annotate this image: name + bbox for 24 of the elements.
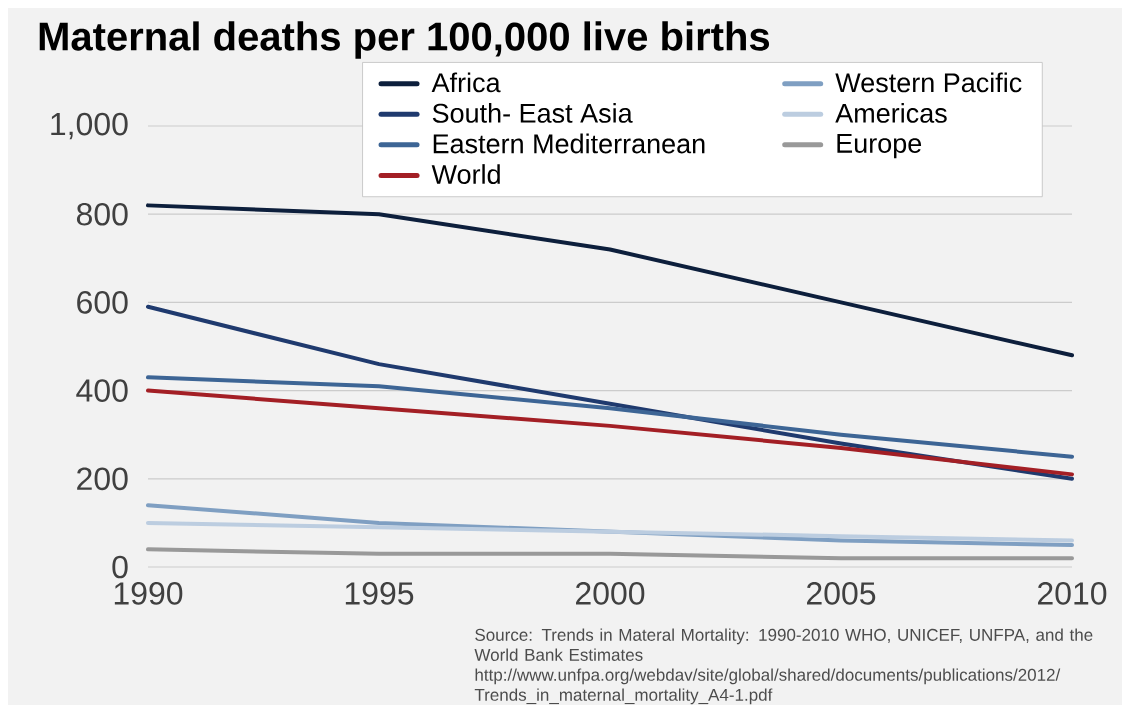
x-tick-label: 2010	[1038, 582, 1107, 605]
x-tick-label: 1990	[114, 582, 183, 605]
line-series	[146, 375, 1075, 459]
legend-label: Americas	[835, 103, 947, 123]
y-tick-label: 1,000	[51, 112, 128, 140]
y-tick-label: 800	[76, 202, 128, 226]
x-tick-label: 2000	[576, 582, 645, 605]
legend-label: World	[431, 164, 500, 184]
chart-title: Maternal deaths per 100,000 live births	[39, 21, 770, 59]
legend-label: Western Pacific	[835, 72, 1022, 93]
x-tick-label: 1995	[345, 582, 414, 605]
legend-label: Europe	[837, 134, 922, 159]
y-tick-label: 200	[77, 467, 128, 491]
y-tick-label: 400	[76, 379, 128, 402]
legend-label: South- East Asia	[432, 103, 633, 123]
x-tick-label: 2005	[807, 582, 876, 605]
line-series	[146, 388, 1075, 477]
line-series	[146, 520, 1075, 543]
legend-label: Eastern Mediterranean	[433, 133, 705, 154]
y-tick-label: 600	[77, 291, 128, 314]
text: http://www.unfpa.org/webdav/site/global/shared/documents/publications/2012/Trends_in_maternal_mortality_A4-1.pdf	[474, 668, 1061, 705]
y-tick-label: 0	[112, 555, 128, 579]
line-series	[146, 203, 1075, 358]
legend-label: Africa	[431, 72, 501, 93]
